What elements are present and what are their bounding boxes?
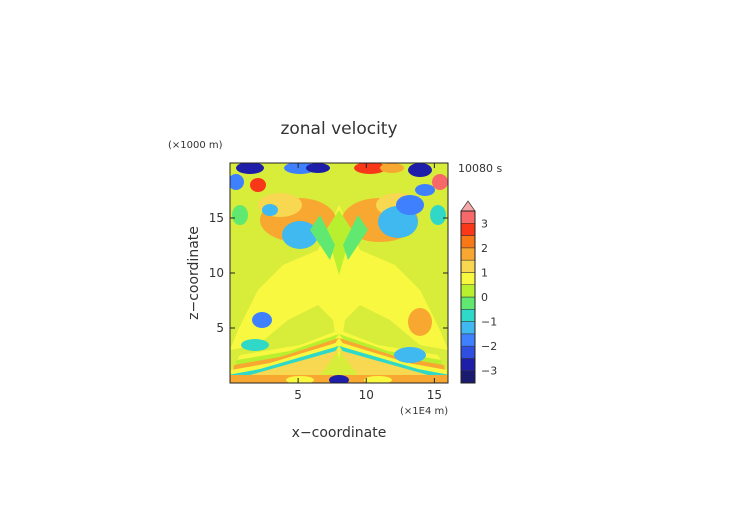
- x-tick-label: 5: [294, 388, 302, 402]
- field-blob: [408, 163, 432, 177]
- colorbar-frame: [460, 210, 476, 384]
- field-blob: [262, 204, 278, 216]
- colorbar-segment: [460, 247, 476, 261]
- colorbar-tick-label: −1: [481, 316, 497, 329]
- field-blob: [394, 347, 426, 363]
- x-tick-label: 10: [359, 388, 374, 402]
- field-region: [339, 350, 448, 383]
- field-blob: [354, 163, 386, 174]
- field-blob: [415, 184, 435, 196]
- colorbar-segment: [460, 296, 476, 310]
- y-axis: 5 10 15: [209, 211, 448, 335]
- field-blob: [408, 308, 432, 336]
- colorbar-extend-triangle: [460, 200, 476, 212]
- x-tick-label: 15: [427, 388, 442, 402]
- colorbar-segment: [460, 358, 476, 371]
- field-blob: [282, 221, 318, 249]
- x-axis: 5 10 15: [294, 163, 442, 402]
- field-region: [326, 210, 352, 275]
- y-axis-label: z−coordinate: [186, 226, 202, 320]
- field-region: [343, 215, 368, 260]
- x-unit-label: (×1E4 m): [400, 406, 448, 417]
- field-blob: [236, 163, 264, 174]
- field-blob: [396, 195, 424, 215]
- colorbar-segment: [460, 321, 476, 335]
- colorbar-segment: [460, 309, 476, 322]
- plot-area: [230, 163, 448, 383]
- field-blob: [252, 312, 272, 328]
- x-axis-label: x−coordinate: [292, 425, 387, 441]
- time-label: 10080 s: [458, 162, 502, 175]
- field-blob: [380, 163, 404, 173]
- field-blob: [329, 375, 349, 383]
- field-blob: [432, 174, 448, 190]
- chart-title: zonal velocity: [280, 119, 397, 139]
- field-blob: [230, 174, 244, 190]
- colorbar-tick-label: 1: [481, 266, 488, 279]
- colorbar-segment: [460, 223, 476, 236]
- field-blob: [430, 205, 446, 225]
- field-blob: [286, 376, 314, 383]
- field-blob: [306, 163, 330, 173]
- colorbar-tick-label: 3: [481, 217, 488, 230]
- colorbar-segment: [460, 345, 476, 359]
- velocity-field: [230, 163, 448, 383]
- y-unit-label: (×1000 m): [168, 140, 223, 151]
- field-blob: [364, 376, 392, 383]
- colorbar-tick-label: 2: [481, 242, 488, 255]
- colorbar: 3 2 1 0 −1 −2 −3: [460, 200, 497, 384]
- y-tick-label: 10: [209, 266, 224, 280]
- field-blob: [250, 178, 266, 192]
- y-tick-label: 15: [209, 211, 224, 225]
- colorbar-tick-label: −3: [481, 365, 497, 378]
- field-blob: [232, 205, 248, 225]
- colorbar-segment: [460, 370, 476, 384]
- colorbar-segment: [460, 272, 476, 285]
- colorbar-segment: [460, 259, 476, 273]
- field-region: [230, 205, 448, 360]
- y-tick-label: 5: [216, 321, 224, 335]
- colorbar-tick-label: 0: [481, 291, 488, 304]
- colorbar-segment: [460, 333, 476, 347]
- field-region: [310, 215, 335, 260]
- colorbar-segment: [460, 284, 476, 298]
- field-region: [230, 350, 339, 383]
- colorbar-segment: [460, 235, 476, 249]
- colorbar-segment: [460, 210, 476, 224]
- field-blob: [241, 339, 269, 351]
- colorbar-tick-label: −2: [481, 340, 497, 353]
